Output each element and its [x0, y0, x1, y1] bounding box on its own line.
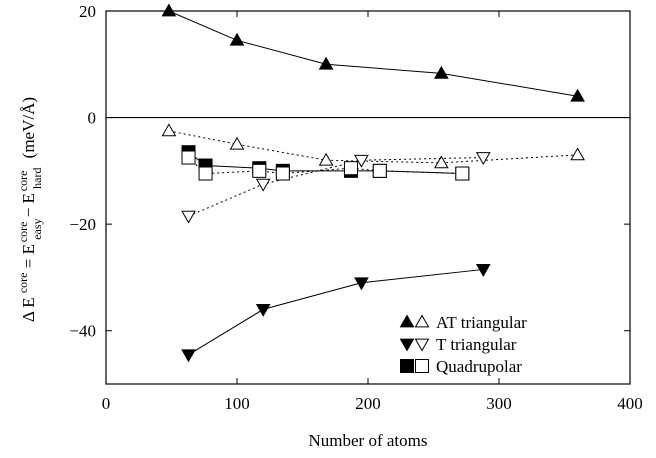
data-point — [198, 166, 213, 181]
y-axis-sup1: core — [16, 273, 30, 294]
data-point — [570, 88, 585, 102]
x-tick-label: 0 — [102, 394, 111, 413]
data-point — [161, 123, 177, 137]
legend-item: Quadrupolar — [400, 357, 522, 376]
series-line — [168, 10, 578, 97]
legend-marker-filled — [400, 359, 414, 373]
data-point — [161, 3, 177, 17]
data-point — [372, 163, 387, 178]
data-point — [181, 349, 196, 363]
series-3 — [181, 152, 491, 224]
legend-marker-open — [415, 359, 429, 373]
data-point — [433, 65, 449, 79]
data-point — [318, 56, 334, 70]
y-axis-sup3: core — [16, 171, 30, 192]
data-point — [343, 161, 358, 176]
series-2 — [181, 264, 491, 363]
series-layer — [161, 3, 585, 363]
series-5 — [181, 150, 470, 181]
legend: AT triangular T triangular Quadrupolar — [399, 313, 527, 376]
y-axis-sub3: hard — [30, 167, 44, 188]
data-point — [475, 264, 491, 277]
legend-item: T triangular — [399, 335, 517, 354]
data-point — [475, 152, 491, 166]
data-point — [354, 154, 369, 168]
data-point — [181, 210, 196, 224]
data-point — [570, 147, 585, 161]
x-axis-title: Number of atoms — [309, 431, 428, 450]
data-point — [255, 304, 271, 317]
y-axis-title: Δ E core = E easy core − E hard core (me… — [16, 97, 44, 322]
data-point — [229, 32, 245, 46]
series-1 — [161, 123, 585, 169]
y-tick-label: −20 — [69, 215, 96, 234]
y-axis-sup2: core — [16, 222, 30, 243]
y-tick-label: 0 — [88, 109, 97, 128]
data-point — [255, 178, 271, 192]
x-tick-label: 300 — [486, 394, 512, 413]
legend-label: T triangular — [436, 335, 517, 354]
y-axis-minus: − E — [19, 193, 38, 217]
legend-label: AT triangular — [436, 313, 527, 332]
data-point — [318, 152, 334, 166]
y-tick-label: 20 — [79, 2, 96, 21]
legend-marker-open — [414, 314, 430, 328]
data-point — [455, 166, 470, 181]
legend-marker-filled — [399, 314, 415, 328]
legend-marker-open — [414, 338, 430, 352]
legend-label: Quadrupolar — [436, 357, 522, 376]
x-tick-label: 200 — [355, 394, 381, 413]
y-tick-label: −40 — [69, 322, 96, 341]
y-axis-unit: (meV/Å) — [19, 97, 38, 158]
x-tick-label: 100 — [224, 394, 250, 413]
legend-marker-filled — [399, 338, 415, 352]
series-line — [188, 268, 484, 356]
plot-frame — [105, 10, 631, 385]
series-0 — [161, 3, 585, 102]
data-point — [354, 277, 369, 291]
y-axis-eq: = E — [19, 244, 38, 268]
x-tick-label: 400 — [617, 394, 643, 413]
y-axis-prefix: Δ E — [19, 297, 38, 322]
series-line — [188, 157, 484, 217]
data-point — [252, 163, 267, 178]
legend-item: AT triangular — [399, 313, 527, 332]
y-axis-sub2: easy — [30, 218, 44, 239]
series-line — [168, 130, 578, 164]
data-point — [229, 136, 245, 150]
data-point — [433, 155, 449, 169]
data-point — [181, 150, 196, 165]
data-point — [275, 166, 290, 181]
